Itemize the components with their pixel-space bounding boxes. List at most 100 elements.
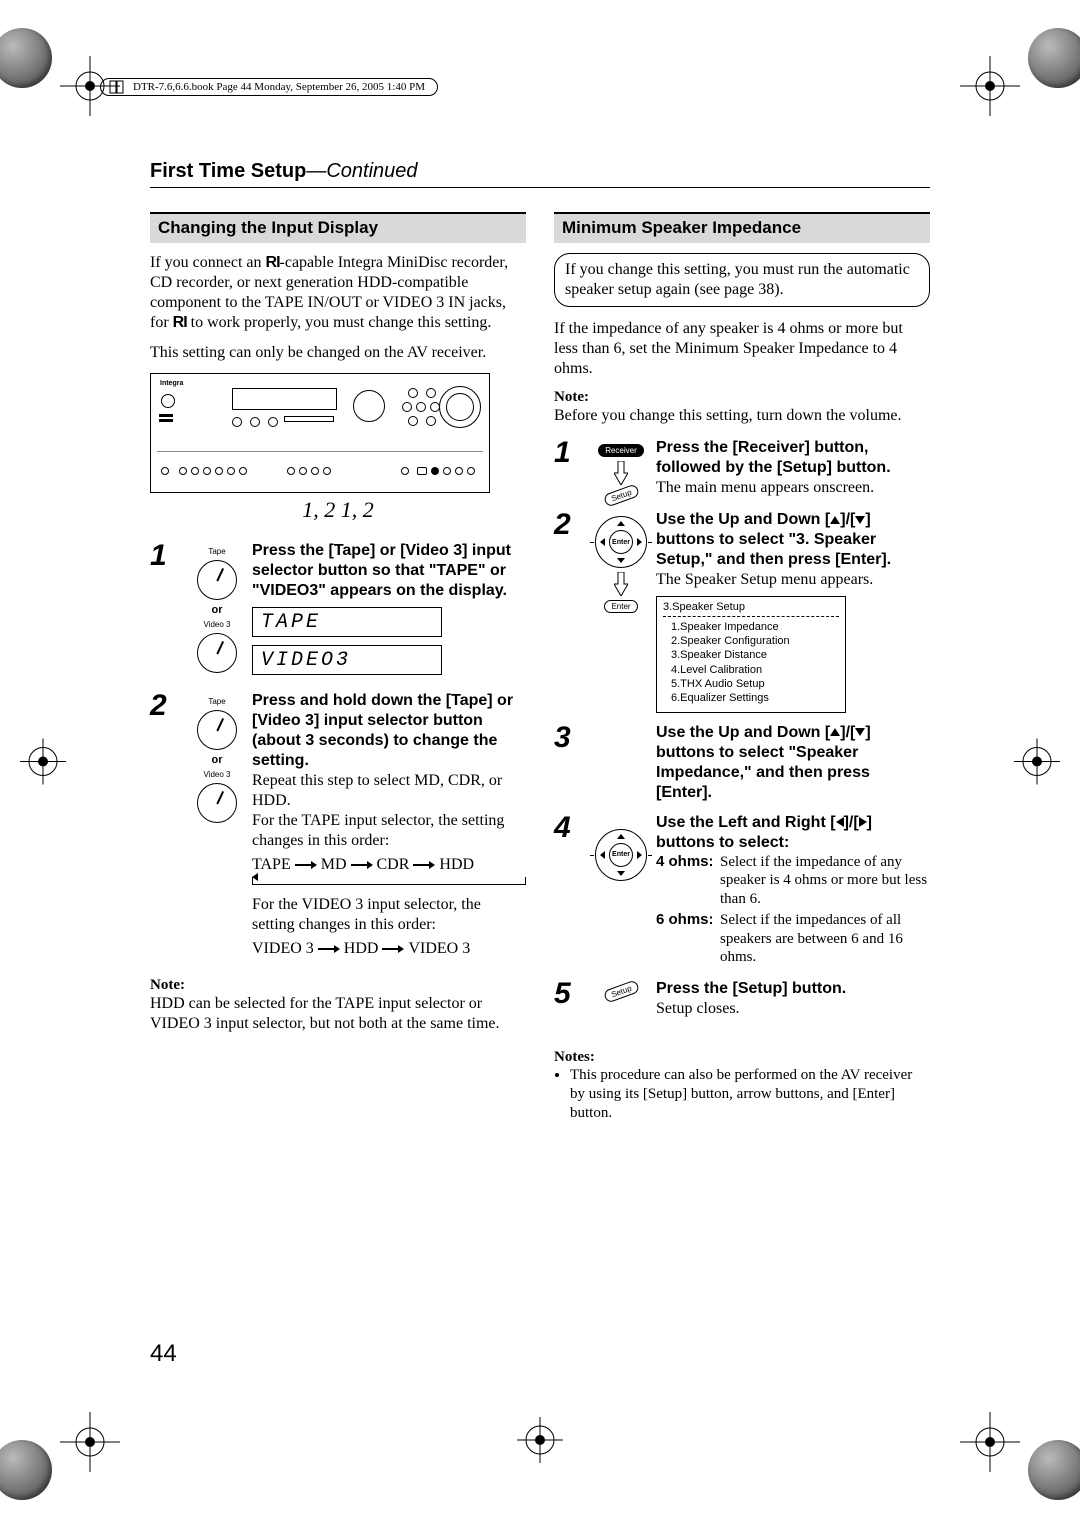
option-row: 6 ohms: Select if the impedances of all … <box>656 911 930 967</box>
left-column: Changing the Input Display If you connec… <box>150 212 526 1122</box>
panel-reference-label: 1, 2 1, 2 <box>150 497 526 523</box>
step-1: 1 Tape or Video 3 Press the [Tape] or [V… <box>150 541 526 683</box>
step-5: 5 Setup Press the [Setup] button. Setup … <box>554 979 930 1019</box>
cycle-item: TAPE <box>252 856 291 873</box>
down-icon <box>855 728 865 736</box>
osd-menu: 3.Speaker Setup 1.Speaker Impedance 2.Sp… <box>656 596 846 713</box>
cycle-diagram: TAPE MD CDR HDD <box>252 855 526 885</box>
remote-dpad-icon: Enter <box>595 829 647 881</box>
intro-paragraph: If you connect an RI-capable Integra Min… <box>150 253 526 333</box>
lcd-display: VIDEO3 <box>252 645 442 675</box>
option-row: 4 ohms: Select if the impedance of any s… <box>656 853 930 909</box>
step-1: 1 Receiver Setup Press the [Receiver] bu… <box>554 438 930 502</box>
section-heading: Changing the Input Display <box>150 212 526 243</box>
osd-item: 5.THX Audio Setup <box>663 677 839 691</box>
cycle-item: CDR <box>377 856 410 873</box>
cycle-item: HDD <box>439 856 474 873</box>
osd-item: 1.Speaker Impedance <box>663 620 839 634</box>
registration-mark <box>517 1417 563 1468</box>
registration-mark <box>20 739 66 790</box>
crop-mark <box>960 1412 1020 1472</box>
step-icons: Setup <box>586 979 656 998</box>
step-number: 2 <box>150 691 178 721</box>
osd-item: 2.Speaker Configuration <box>663 634 839 648</box>
note-label: Note: <box>150 977 526 994</box>
note-text: HDD can be selected for the TAPE input s… <box>150 994 526 1034</box>
step-icons: Enter <box>586 813 656 881</box>
dial-label: Video 3 <box>204 620 231 629</box>
folio-bar: DTR-7.6,6.6.book Page 44 Monday, Septemb… <box>100 78 438 96</box>
step-body: Setup closes. <box>656 999 930 1019</box>
step-body: For the VIDEO 3 input selector, the sett… <box>252 895 526 935</box>
notes-item: This procedure can also be performed on … <box>570 1066 930 1122</box>
setup-button-icon: Setup <box>602 483 639 507</box>
intro-paragraph: This setting can only be changed on the … <box>150 343 526 363</box>
right-column: Minimum Speaker Impedance If you change … <box>554 212 930 1122</box>
step-instruction: Use the Up and Down []/[] buttons to sel… <box>656 510 930 570</box>
step-body: Repeat this step to select MD, CDR, or H… <box>252 771 526 811</box>
folio-text: DTR-7.6,6.6.book Page 44 Monday, Septemb… <box>133 78 425 96</box>
cycle-item: MD <box>321 856 347 873</box>
dial-icon <box>197 560 237 600</box>
step-icons: Enter Enter <box>586 510 656 613</box>
book-icon <box>109 80 125 94</box>
crop-mark <box>960 56 1020 116</box>
step-body: For the TAPE input selector, the setting… <box>252 811 526 851</box>
arrow-down-icon <box>614 461 628 485</box>
note-text: Before you change this setting, turn dow… <box>554 406 930 426</box>
notes-list: This procedure can also be performed on … <box>554 1066 930 1122</box>
option-label: 4 ohms: <box>656 853 720 909</box>
ri-icon: RI <box>173 314 187 331</box>
step-instruction: Use the Up and Down []/[] buttons to sel… <box>656 723 930 803</box>
step-instruction: Press the [Tape] or [Video 3] input sele… <box>252 542 511 599</box>
corner-sphere <box>0 28 52 88</box>
step-number: 3 <box>554 723 582 753</box>
option-text: Select if the impedance of any speaker i… <box>720 853 930 909</box>
dial-icon <box>197 633 237 673</box>
step-body: The main menu appears onscreen. <box>656 478 930 498</box>
step-number: 2 <box>554 510 582 540</box>
step-2: 2 Tape or Video 3 Press and hold down th… <box>150 691 526 963</box>
section-heading: Minimum Speaker Impedance <box>554 212 930 243</box>
running-head-continued: —Continued <box>306 160 417 182</box>
or-label: or <box>212 604 223 616</box>
osd-item: 4.Level Calibration <box>663 663 839 677</box>
enter-button-icon: Enter <box>604 600 637 613</box>
osd-item: 6.Equalizer Settings <box>663 691 839 705</box>
dial-icon <box>197 783 237 823</box>
note-label: Note: <box>554 389 930 406</box>
step-icons: Tape or Video 3 <box>182 691 252 823</box>
text: If you connect an <box>150 254 266 271</box>
osd-item: 3.Speaker Distance <box>663 648 839 662</box>
setup-button-icon: Setup <box>602 979 639 1003</box>
step-3: 3 Use the Up and Down []/[] buttons to s… <box>554 723 930 803</box>
text: to work properly, you must change this s… <box>187 314 492 331</box>
page-number: 44 <box>150 1340 177 1368</box>
step-instruction: Press the [Setup] button. <box>656 979 930 999</box>
step-4: 4 Enter Use the Left and Right []/[] but… <box>554 813 930 970</box>
lcd-display: TAPE <box>252 607 442 637</box>
running-head-title: First Time Setup <box>150 160 306 182</box>
corner-sphere <box>1028 28 1080 88</box>
step-icons <box>586 723 656 729</box>
down-icon <box>855 516 865 524</box>
dial-icon <box>197 710 237 750</box>
step-instruction: Press the [Receiver] button, followed by… <box>656 438 930 478</box>
callout-box: If you change this setting, you must run… <box>554 253 930 307</box>
cycle-item: VIDEO 3 <box>252 940 314 957</box>
up-icon <box>830 516 840 524</box>
step-number: 1 <box>150 541 178 571</box>
intro-paragraph: If the impedance of any speaker is 4 ohm… <box>554 319 930 379</box>
running-head: First Time Setup—Continued <box>150 160 930 188</box>
cycle-diagram: VIDEO 3HDDVIDEO 3 <box>252 939 526 959</box>
or-label: or <box>212 754 223 766</box>
step-icons: Tape or Video 3 <box>182 541 252 673</box>
left-icon <box>836 817 844 827</box>
step-instruction: Use the Left and Right []/[] buttons to … <box>656 813 930 853</box>
corner-sphere <box>1028 1440 1080 1500</box>
corner-sphere <box>0 1440 52 1500</box>
option-text: Select if the impedances of all speakers… <box>720 911 930 967</box>
arrow-down-icon <box>614 572 628 596</box>
step-number: 1 <box>554 438 582 468</box>
step-body: The Speaker Setup menu appears. <box>656 570 930 590</box>
